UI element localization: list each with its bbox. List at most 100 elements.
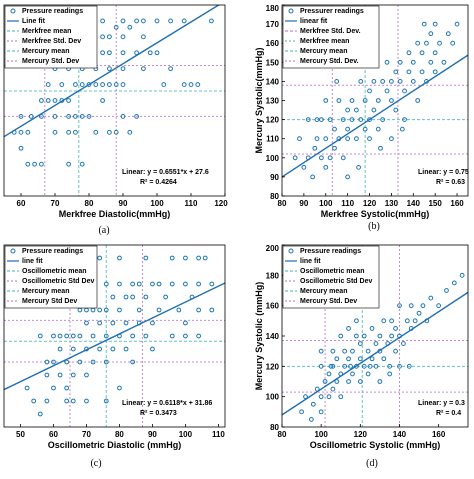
data-point [44,398,50,404]
data-point [389,79,394,84]
data-point [330,363,336,369]
data-point [143,333,149,339]
data-point [24,385,30,391]
data-point [419,69,425,75]
legend: Pressure readings line fit Oscillometric m… [4,245,98,309]
data-point [393,348,398,354]
fit-line [282,291,468,416]
data-point [432,50,438,56]
data-point [84,320,89,326]
data-point [183,281,188,287]
data-point [100,34,105,40]
data-point [141,66,146,72]
data-point [181,18,187,24]
data-point [365,348,371,354]
data-point [120,50,126,56]
data-point [103,333,109,339]
data-point [84,307,89,313]
legend-label: Merkfree Std. Dev [22,38,81,45]
data-point [338,333,344,339]
data-point [161,82,167,87]
data-point [117,307,122,313]
x-tick-label: 140 [407,199,421,208]
data-point [110,346,116,352]
data-point [100,82,105,87]
data-point [52,129,58,135]
y-tick-label: 120 [266,362,280,371]
data-point [18,114,24,119]
x-tick-label: 120 [354,430,368,439]
data-point [357,356,363,362]
x-tick-label: 100 [314,430,328,439]
data-point [90,307,96,313]
data-point [86,114,92,119]
data-point [143,255,149,261]
data-point [196,281,202,287]
legend-marker [10,248,16,254]
legend-label: Pressure readings [300,248,361,255]
data-point [44,359,50,365]
data-point [318,409,324,415]
data-point [66,161,71,167]
data-point [113,129,119,135]
data-point [428,31,434,37]
y-tick-label: 100 [266,393,280,402]
x-tick-label: 100 [179,430,193,439]
data-point [436,303,442,309]
legend-label: Mercury mean [300,48,347,55]
data-point [338,394,344,400]
data-point [393,69,399,75]
data-point [202,255,208,261]
y-tick-label: 130 [266,97,280,106]
data-point [107,129,112,135]
data-point [389,136,394,142]
data-point [52,98,58,103]
data-point [342,363,348,369]
data-point [64,333,70,339]
data-point [380,79,386,84]
y-tick-label: 110 [266,135,279,144]
data-point [432,69,438,75]
data-point [437,40,442,46]
plot-area [4,5,225,196]
data-point [357,341,363,346]
data-point [183,333,188,339]
fit-line [4,5,221,138]
data-point [90,359,96,365]
data-point [77,333,83,339]
y-axis-label: Mercury Systolic (mmHg) [254,282,264,391]
data-point [373,363,379,369]
data-point [375,126,381,132]
data-point [348,363,353,369]
data-point [459,272,465,278]
data-point [428,59,434,65]
data-point [350,371,355,377]
data-point [402,117,407,122]
data-point [18,129,24,135]
legend-label: Merkfree mean [22,28,71,35]
data-point [136,307,142,313]
y-tick-label: 120 [266,116,280,125]
legend: Pressure readings Line fit Merkfree mean Me… [4,5,98,69]
legend-box [4,245,98,309]
data-point [93,129,99,135]
data-point [209,281,215,287]
data-point [322,379,328,384]
data-point [77,359,83,365]
data-point [120,114,126,119]
data-point [389,98,394,103]
data-point [330,386,336,392]
legend-label: Oscillometric Std Dev [300,278,372,285]
legend-label: Oscillometric Std Dev [22,278,94,285]
data-point [377,333,383,339]
legend-box [282,5,380,69]
legend-label: Oscillometric mean [300,268,365,275]
data-point [380,117,386,122]
data-point [168,66,174,72]
y-tick-label: 200 [266,244,280,253]
legend-label: line fit [300,258,321,265]
x-tick-label: 60 [17,199,26,208]
data-point [326,371,332,377]
data-point [323,136,329,142]
y-tick-label: 80 [270,423,279,432]
